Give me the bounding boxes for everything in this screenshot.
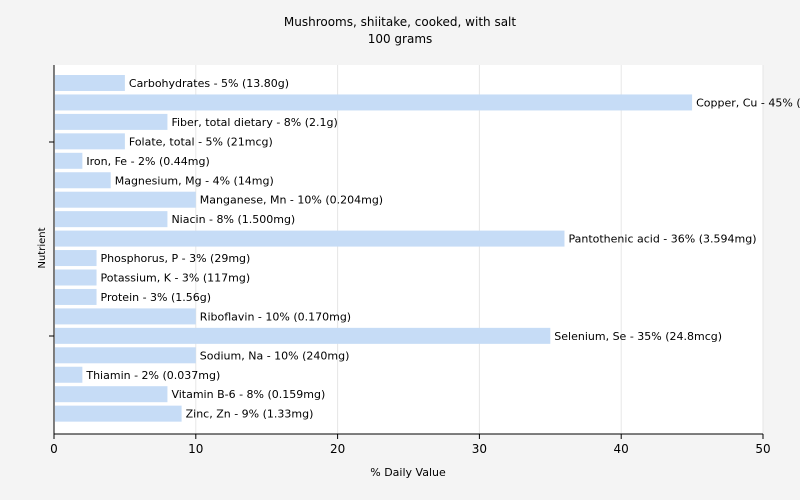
bar-label: Folate, total - 5% (21mcg) bbox=[129, 135, 273, 148]
x-tick-label: 10 bbox=[188, 442, 203, 456]
bar-label: Selenium, Se - 35% (24.8mcg) bbox=[554, 330, 722, 343]
bar-label: Niacin - 8% (1.500mg) bbox=[171, 213, 295, 226]
bar-label: Potassium, K - 3% (117mg) bbox=[101, 272, 251, 285]
bar-label: Vitamin B-6 - 8% (0.159mg) bbox=[171, 388, 325, 401]
chart-subtitle: 100 grams bbox=[367, 32, 433, 46]
bar-label: Iron, Fe - 2% (0.44mg) bbox=[86, 155, 209, 168]
x-tick-label: 50 bbox=[755, 442, 770, 456]
y-axis-label: Nutrient bbox=[37, 227, 48, 268]
plot-area bbox=[54, 65, 763, 434]
bar-label: Magnesium, Mg - 4% (14mg) bbox=[115, 174, 274, 187]
bar bbox=[55, 347, 196, 364]
bar-label: Carbohydrates - 5% (13.80g) bbox=[129, 77, 289, 90]
bar-label: Pantothenic acid - 36% (3.594mg) bbox=[568, 233, 756, 246]
bar bbox=[55, 269, 97, 286]
bar bbox=[55, 94, 693, 111]
bar bbox=[55, 152, 83, 169]
grid-lines bbox=[195, 65, 764, 434]
bar bbox=[55, 308, 196, 325]
bars bbox=[55, 75, 693, 422]
bar-label: Zinc, Zn - 9% (1.33mg) bbox=[186, 408, 314, 421]
bar bbox=[55, 386, 168, 403]
bar bbox=[55, 405, 182, 422]
bar bbox=[55, 327, 551, 344]
bar bbox=[55, 250, 97, 267]
bar bbox=[55, 191, 196, 208]
bar-label: Riboflavin - 10% (0.170mg) bbox=[200, 310, 351, 323]
bar bbox=[55, 211, 168, 228]
bar-label: Thiamin - 2% (0.037mg) bbox=[85, 369, 220, 382]
bar-label: Copper, Cu - 45% (0.896mg) bbox=[696, 96, 800, 109]
bar-label: Phosphorus, P - 3% (29mg) bbox=[101, 252, 251, 265]
bar-label: Protein - 3% (1.56g) bbox=[101, 291, 212, 304]
bar bbox=[55, 172, 111, 189]
bar bbox=[55, 288, 97, 305]
x-tick-label: 40 bbox=[614, 442, 629, 456]
bar bbox=[55, 113, 168, 130]
bar bbox=[55, 230, 565, 247]
bar-label: Manganese, Mn - 10% (0.204mg) bbox=[200, 194, 383, 207]
bar bbox=[55, 366, 83, 383]
x-tick-label: 0 bbox=[50, 442, 58, 456]
bar bbox=[55, 75, 125, 91]
x-axis-label: % Daily Value bbox=[370, 466, 446, 479]
x-tick-label: 20 bbox=[330, 442, 345, 456]
x-tick-label: 30 bbox=[472, 442, 487, 456]
chart-title: Mushrooms, shiitake, cooked, with salt bbox=[283, 15, 517, 29]
bar-label: Sodium, Na - 10% (240mg) bbox=[200, 349, 350, 362]
bar bbox=[55, 133, 125, 150]
bar-labels: Carbohydrates - 5% (13.80g) Copper, Cu - … bbox=[85, 77, 800, 421]
bar-label: Fiber, total dietary - 8% (2.1g) bbox=[171, 116, 337, 129]
x-ticks: 0 10 20 30 40 50 bbox=[50, 434, 771, 456]
